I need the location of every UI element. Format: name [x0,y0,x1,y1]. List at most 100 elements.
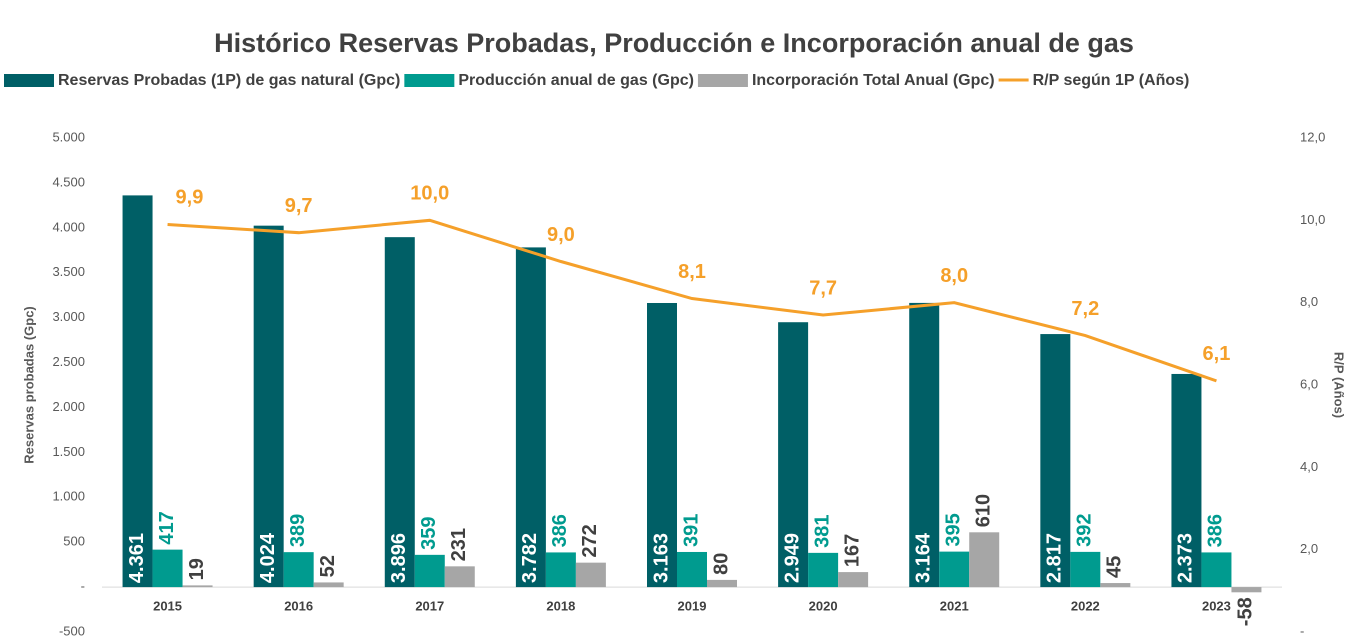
y2-axis-title: R/P (Años) [1332,352,1347,418]
data-label: -58 [1235,597,1257,626]
bar [182,585,213,588]
y2-tick-label: 8,0 [1300,294,1318,309]
data-label: 7,2 [1071,298,1099,320]
bar [707,579,737,588]
bar [545,552,576,588]
bar [283,552,314,588]
bar [778,322,809,588]
y2-tick-label: 10,0 [1300,212,1325,227]
legend-label: Reservas Probadas (1P) de gas natural (G… [58,72,400,89]
bar [253,225,284,588]
data-label: 389 [287,514,309,547]
bar [1231,587,1262,593]
bar [838,572,869,588]
legend-swatch [697,74,748,87]
data-label: 417 [156,511,178,544]
bar [575,562,606,588]
y2-tick-label: 2,0 [1300,541,1318,556]
legend-label: Producción anual de gas (Gpc) [458,72,694,89]
bar [1201,552,1232,588]
x-tick-label: 2015 [153,598,182,613]
data-label: 45 [1104,556,1126,578]
data-label: 381 [811,514,833,547]
data-label: 3.163 [650,533,672,583]
data-label: 231 [448,528,470,561]
bar [647,302,677,588]
y-tick-label: 2.500 [52,354,85,369]
y-tick-label: 4.000 [52,219,85,234]
x-tick-label: 2019 [678,598,707,613]
data-label: 4.024 [257,532,279,583]
data-label: 610 [973,494,995,527]
data-label: 19 [186,558,208,580]
data-label: 3.782 [519,533,541,583]
bar [515,247,546,588]
line [167,218,1217,383]
data-label: 9,9 [176,187,204,209]
data-label: 9,0 [547,224,575,246]
x-tick-label: 2023 [1202,598,1231,613]
data-label: 2.949 [781,533,803,583]
chart-title: Histórico Reservas Probadas, Producción … [214,28,1134,58]
data-label: 3.896 [388,533,410,583]
y-tick-label: 3.000 [52,309,85,324]
y2-tick-label: - [1300,623,1304,636]
bar [1171,373,1202,588]
bar [1100,583,1131,588]
data-label: 6,1 [1203,343,1231,365]
y2-tick-label: 12,0 [1300,129,1325,144]
x-tick-label: 2021 [940,598,969,613]
bar [1040,334,1071,588]
x-tick-label: 2022 [1071,598,1100,613]
y2-tick-label: 4,0 [1300,459,1318,474]
data-label: 395 [943,513,965,546]
bar [313,582,344,588]
data-label: 386 [1205,514,1227,547]
data-label: 386 [549,514,571,547]
data-label: 7,7 [809,277,837,299]
data-label: 4.361 [126,533,148,583]
bar [939,551,970,588]
legend-swatch [4,74,54,87]
data-label: 167 [841,534,863,567]
data-label: 359 [418,516,440,549]
y2-tick-label: 6,0 [1300,376,1318,391]
y-tick-label: 3.500 [52,264,85,279]
bar [444,566,475,588]
y-tick-label: 4.500 [52,174,85,189]
bar [384,237,415,588]
x-tick-label: 2016 [284,598,313,613]
bar [969,532,1000,588]
bar [122,195,153,588]
data-label: 8,1 [678,261,706,283]
data-label: 80 [710,553,732,575]
bar [1070,551,1101,588]
data-label: 2.373 [1175,533,1197,583]
y-tick-label: -500 [59,623,85,636]
y-tick-label: 1.500 [52,444,85,459]
y-tick-label: 1.000 [52,489,85,504]
data-label: 52 [317,555,339,577]
x-tick-label: 2020 [809,598,838,613]
bar [414,554,445,588]
bar [808,552,839,588]
data-label: 272 [579,524,601,557]
bar [677,551,707,588]
x-tick-label: 2017 [415,598,444,613]
legend-label: R/P según 1P (Años) [1033,72,1190,89]
bar [152,549,183,588]
data-label: 8,0 [940,265,968,287]
data-label: 391 [680,514,702,547]
data-label: 3.164 [913,532,935,583]
legend-label: Incorporación Total Anual (Gpc) [752,72,995,89]
data-label: 392 [1074,514,1096,547]
y-tick-label: 2.000 [52,399,85,414]
y-tick-label: 5.000 [52,129,85,144]
y-axis-title: Reservas probadas (Gpc) [21,306,36,464]
data-label: 10,0 [410,183,449,205]
legend-swatch [404,74,455,87]
y-tick-label: - [81,579,85,594]
bar [909,302,940,588]
data-label: 2.817 [1044,533,1066,583]
